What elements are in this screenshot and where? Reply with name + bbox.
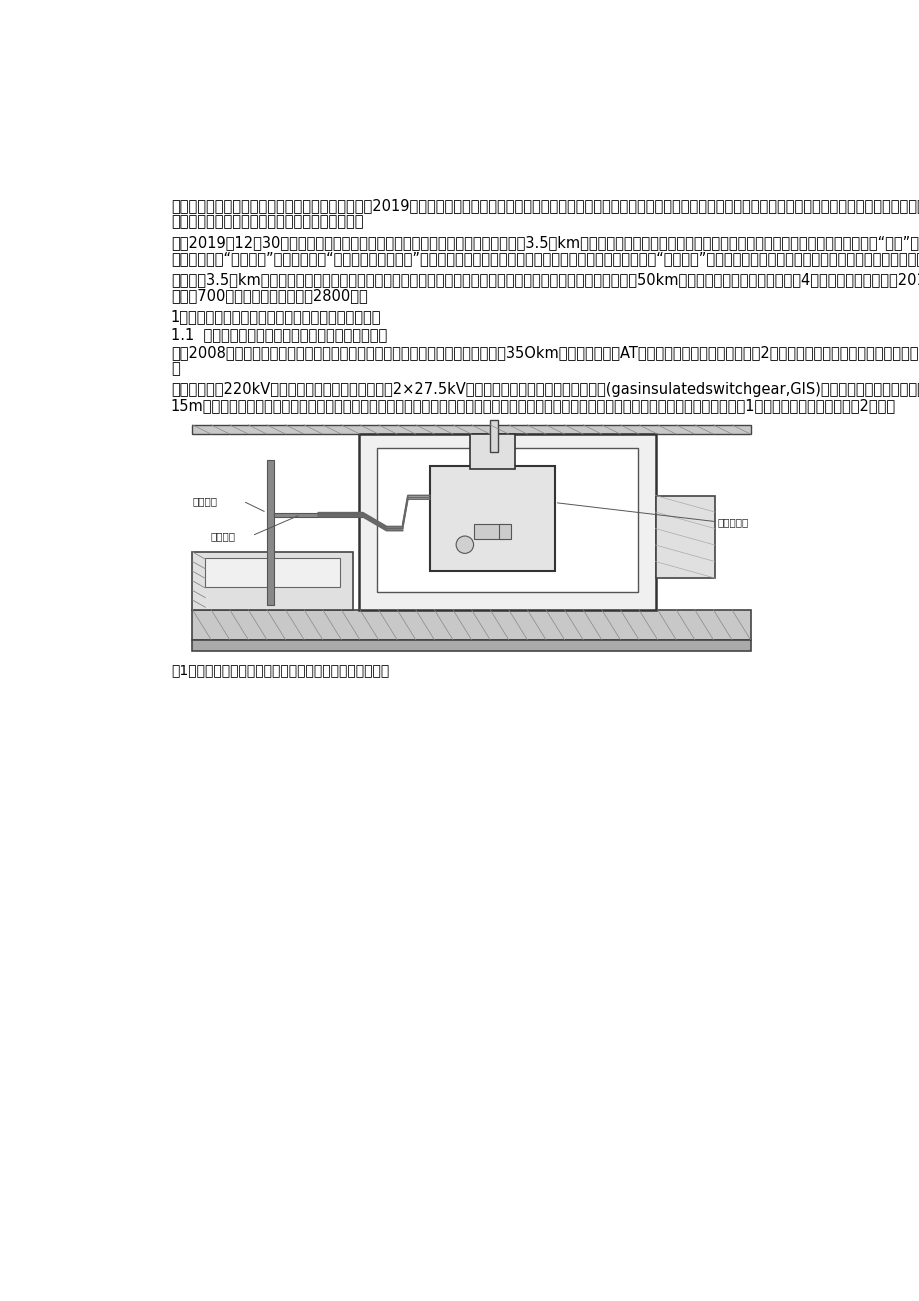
Bar (490, 420, 497, 451)
Text: 电所近700座，投运牵引变压器剠2800台。: 电所近700座，投运牵引变压器剠2800台。 (171, 289, 368, 303)
Text: 2008年开通运营的京津城际作为我国引进消化吸收德国西门子技术的首条时速35Okm高速铁路，采用AT供电方式。全线设有武清、亦幂2座牵引变电所，包含牵引变压器在: 2008年开通运营的京津城际作为我国引进消化吸收德国西门子技术的首条时速35Ok… (171, 345, 919, 360)
Bar (473, 523, 505, 540)
Bar (376, 448, 637, 592)
Text: 牵引变压器: 牵引变压器 (717, 516, 748, 527)
Text: 通过对我国高速铁路初期开通运营的京津城际和2019年末开通运营的智能京张牵引变电所的布置和牵引变压器出线方式的阐述，结合电力变压器电缆出线新技术和植物绣缘油新技: 通过对我国高速铁路初期开通运营的京津城际和2019年末开通运营的智能京张牵引变电… (171, 199, 919, 213)
Text: 。: 。 (171, 360, 179, 376)
Bar (267, 459, 274, 605)
Bar (429, 466, 554, 571)
Bar (192, 425, 750, 435)
Text: 按赢3.5万km高速铁路和目前我国普遍采用的京张高铁的牵引供电系统及变电所主接线方式进行粗略计算（即每50km设置一座牵引变电所，每所设置4台牵引变压器），截至: 按赢3.5万km高速铁路和目前我国普遍采用的京张高铁的牵引供电系统及变电所主接线… (171, 272, 919, 288)
Text: 中压电缆: 中压电缆 (210, 531, 235, 541)
Bar (498, 523, 510, 540)
Text: 电缆支架: 电缆支架 (192, 496, 217, 506)
Bar (655, 496, 714, 578)
Bar (205, 558, 340, 587)
Bar (192, 610, 750, 640)
Text: 华丽转身。在“一带一路”走出去战略和“交通强国、铁路先行”理念倡导下，中老铁路、雅万高铁等海外工程稳步推进，国内“八纵八横”高铁网也随着国家每年千亿以上铁路建设: 华丽转身。在“一带一路”走出去战略和“交通强国、铁路先行”理念倡导下，中老铁路、… (171, 251, 919, 267)
Text: 图1京津城际武清牵引变电所牵引变压器低压侧侧视安装图: 图1京津城际武清牵引变电所牵引变压器低压侧侧视安装图 (171, 664, 389, 678)
Text: 1我国高速铁路牵引变电所布置及牵引变压器出线方式: 1我国高速铁路牵引变电所布置及牵引变压器出线方式 (171, 310, 380, 324)
Bar (192, 640, 750, 652)
Text: 2019年12月30日，伴随着京张高铁的顺利开通运营，中国高铁运营里程已突砀3.5万km，约占全球高铁网的七成，高居世界第一。短短十余年间，中国高铁技术也从“跟: 2019年12月30日，伴随着京张高铁的顺利开通运营，中国高铁运营里程已突砀3.… (171, 235, 919, 250)
Bar (192, 552, 352, 610)
Bar (358, 435, 655, 610)
Text: 1.1  京津城际牵引变电所布置及牵引变压器出线方式: 1.1 京津城际牵引变电所布置及牵引变压器出线方式 (171, 327, 387, 342)
Text: 下的变电所布置在节能和标准化方面的优化思路。: 下的变电所布置在节能和标准化方面的优化思路。 (171, 215, 363, 230)
Circle shape (456, 536, 473, 553)
Text: 变电所内220kV配电装置采用室外中低式布置，2×27.5kV配电装置采用室内气体绣缘开关设备(gasinsulatedswitchgear,GIS)开关柜布置: 变电所内220kV配电装置采用室外中低式布置，2×27.5kV配电装置采用室内气… (171, 381, 919, 397)
Text: 15m，满足消防及运营检修要求。所内牵引变压器出线采用上侧出线方式经电缆支架支撑的中压电缆直接接引至室内中压开关柜，其侧视安装如图1所示，其三维立体安装如图2所: 15m，满足消防及运营检修要求。所内牵引变压器出线采用上侧出线方式经电缆支架支撑… (171, 398, 895, 412)
Bar (274, 513, 362, 516)
Bar (470, 435, 514, 470)
